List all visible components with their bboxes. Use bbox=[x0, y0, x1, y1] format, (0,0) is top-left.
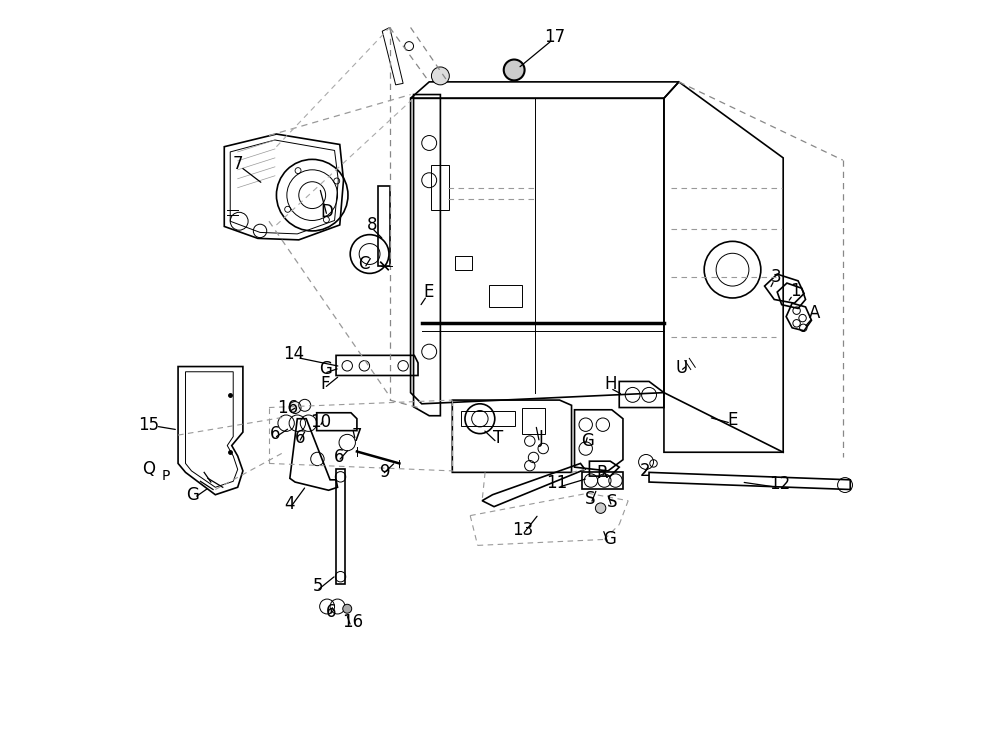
Text: G: G bbox=[187, 485, 199, 503]
Text: 2: 2 bbox=[639, 462, 650, 480]
Text: J: J bbox=[539, 429, 543, 447]
Text: 16: 16 bbox=[342, 613, 363, 631]
Text: 4: 4 bbox=[285, 494, 295, 512]
Text: E: E bbox=[727, 411, 738, 429]
Text: 7: 7 bbox=[352, 427, 362, 445]
Text: 14: 14 bbox=[283, 345, 304, 363]
Text: 6: 6 bbox=[334, 448, 344, 466]
Text: P: P bbox=[162, 469, 170, 483]
Text: 10: 10 bbox=[310, 414, 331, 432]
Text: 6: 6 bbox=[295, 429, 306, 447]
Text: R: R bbox=[596, 464, 608, 482]
Text: 5: 5 bbox=[313, 577, 323, 595]
Text: D: D bbox=[321, 203, 334, 221]
Text: E: E bbox=[423, 283, 434, 301]
Text: 12: 12 bbox=[770, 475, 791, 493]
Text: 17: 17 bbox=[544, 28, 565, 46]
Text: 1: 1 bbox=[790, 281, 800, 299]
Text: C: C bbox=[359, 255, 370, 273]
Text: G: G bbox=[603, 530, 616, 548]
Text: 6: 6 bbox=[270, 425, 280, 443]
Text: F: F bbox=[321, 375, 330, 393]
Circle shape bbox=[289, 402, 301, 414]
Text: 6: 6 bbox=[326, 603, 336, 621]
Circle shape bbox=[595, 503, 606, 513]
Text: 16: 16 bbox=[277, 399, 298, 417]
Text: A: A bbox=[809, 304, 820, 322]
Text: H: H bbox=[605, 375, 617, 393]
Circle shape bbox=[504, 60, 525, 80]
Text: Q: Q bbox=[142, 459, 155, 478]
Text: 15: 15 bbox=[138, 416, 159, 434]
Text: U: U bbox=[676, 359, 688, 377]
Circle shape bbox=[343, 604, 352, 613]
Text: 8: 8 bbox=[367, 216, 377, 234]
Text: 9: 9 bbox=[380, 462, 390, 481]
Text: 13: 13 bbox=[512, 521, 534, 539]
Text: S: S bbox=[607, 493, 618, 511]
Text: 3: 3 bbox=[770, 268, 781, 286]
Text: 7: 7 bbox=[232, 155, 243, 173]
Text: S: S bbox=[585, 490, 595, 508]
Text: 11: 11 bbox=[546, 473, 567, 491]
Circle shape bbox=[431, 67, 449, 85]
Text: T: T bbox=[493, 429, 503, 447]
Text: G: G bbox=[581, 432, 594, 450]
Text: G: G bbox=[319, 360, 332, 378]
